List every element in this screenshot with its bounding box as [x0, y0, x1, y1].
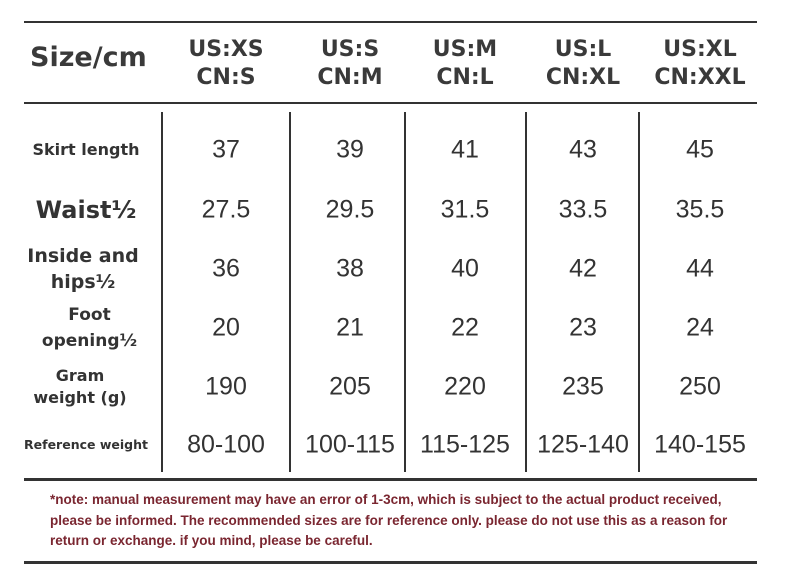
column-divider — [161, 112, 163, 472]
size-header: US:XL CN:XXL — [635, 36, 765, 92]
table-cell: 33.5 — [558, 195, 608, 224]
column-divider — [638, 112, 640, 472]
table-cell: 36 — [212, 254, 240, 283]
table-cell: 100-115 — [305, 430, 395, 459]
table-cell: 220 — [444, 372, 486, 401]
us-size: US:L — [554, 37, 612, 62]
cn-size: CN:M — [317, 65, 383, 90]
size-header: US:XS CN:S — [161, 36, 291, 92]
row-label: Waist½ — [35, 196, 137, 224]
table-cell: 40 — [451, 254, 479, 283]
row-label: Skirt length — [32, 140, 140, 159]
table-cell: 140-155 — [654, 430, 746, 459]
table-cell: 80-100 — [187, 430, 265, 459]
us-size: US:M — [432, 37, 498, 62]
table-cell: 125-140 — [537, 430, 629, 459]
table-cell: 21 — [336, 313, 364, 342]
table-cell: 205 — [329, 372, 371, 401]
note-bottom-border — [24, 561, 757, 564]
table-cell: 115-125 — [420, 430, 510, 459]
size-header: US:S CN:M — [285, 36, 415, 92]
table-cell: 250 — [679, 372, 721, 401]
cn-size: CN:S — [196, 65, 256, 90]
table-bottom-border — [24, 478, 757, 481]
table-cell: 31.5 — [440, 195, 490, 224]
table-cell: 20 — [212, 313, 240, 342]
table-cell: 37 — [212, 135, 240, 164]
row-label: Foot opening½ — [41, 305, 138, 351]
table-cell: 29.5 — [325, 195, 375, 224]
table-cell: 39 — [336, 135, 364, 164]
column-divider — [404, 112, 406, 472]
table-title: Size/cm — [30, 42, 147, 73]
row-label: Gram weight (g) — [33, 366, 127, 407]
table-cell: 190 — [205, 372, 247, 401]
top-border — [24, 21, 757, 23]
table-cell: 35.5 — [675, 195, 725, 224]
table-cell: 38 — [336, 254, 364, 283]
disclaimer-note: *note: manual measurement may have an er… — [50, 492, 728, 548]
cn-size: CN:XXL — [654, 65, 746, 90]
table-cell: 23 — [569, 313, 597, 342]
table-cell: 45 — [686, 135, 714, 164]
column-divider — [289, 112, 291, 472]
table-cell: 235 — [562, 372, 604, 401]
table-cell: 42 — [569, 254, 597, 283]
row-label: Reference weight — [24, 437, 148, 452]
table-cell: 22 — [451, 313, 479, 342]
size-header: US:L CN:XL — [518, 36, 648, 92]
us-size: US:XL — [663, 37, 737, 62]
row-label: Inside and hips½ — [27, 245, 139, 293]
cn-size: CN:XL — [545, 65, 621, 90]
header-divider — [24, 102, 757, 104]
table-cell: 27.5 — [201, 195, 251, 224]
table-cell: 44 — [686, 254, 714, 283]
table-cell: 43 — [569, 135, 597, 164]
cn-size: CN:L — [436, 65, 494, 90]
us-size: US:XS — [188, 37, 264, 62]
us-size: US:S — [320, 37, 380, 62]
size-header: US:M CN:L — [400, 36, 530, 92]
table-cell: 41 — [451, 135, 479, 164]
column-divider — [525, 112, 527, 472]
table-cell: 24 — [686, 313, 714, 342]
